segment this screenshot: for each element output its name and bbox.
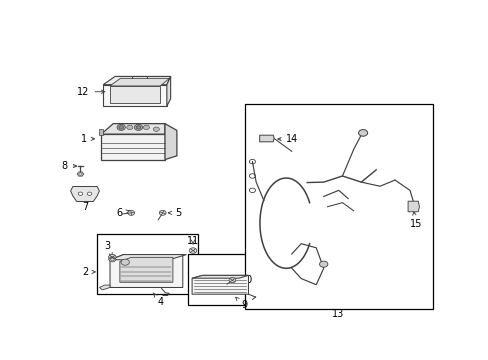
Polygon shape <box>166 76 170 106</box>
Text: 7: 7 <box>81 202 88 212</box>
Polygon shape <box>110 255 183 288</box>
Circle shape <box>159 210 166 215</box>
Polygon shape <box>101 134 164 159</box>
Circle shape <box>358 130 367 136</box>
Polygon shape <box>77 172 84 176</box>
Text: 13: 13 <box>331 309 343 319</box>
Text: 12: 12 <box>77 87 104 97</box>
Text: 3: 3 <box>104 240 112 256</box>
Polygon shape <box>101 123 164 134</box>
Circle shape <box>153 127 159 131</box>
Polygon shape <box>70 186 99 202</box>
Bar <box>244 104 432 309</box>
Circle shape <box>117 124 125 130</box>
Text: 14: 14 <box>277 134 298 144</box>
Circle shape <box>319 261 327 267</box>
Text: 2: 2 <box>82 267 95 277</box>
Polygon shape <box>103 76 170 85</box>
Polygon shape <box>407 201 419 212</box>
Circle shape <box>87 192 92 195</box>
Polygon shape <box>259 135 273 142</box>
Circle shape <box>78 192 82 195</box>
Circle shape <box>228 278 235 283</box>
Polygon shape <box>110 86 160 103</box>
Polygon shape <box>103 85 166 106</box>
Polygon shape <box>108 257 116 262</box>
Text: 4: 4 <box>153 293 163 307</box>
Text: 11: 11 <box>186 236 199 246</box>
Text: 10: 10 <box>235 275 253 285</box>
Polygon shape <box>110 78 169 86</box>
Circle shape <box>143 125 149 130</box>
Text: 9: 9 <box>235 297 247 310</box>
Bar <box>97 234 197 294</box>
Circle shape <box>189 248 196 253</box>
Polygon shape <box>192 275 248 294</box>
Bar <box>99 129 102 135</box>
Text: 8: 8 <box>61 161 77 171</box>
Circle shape <box>134 124 142 130</box>
Circle shape <box>136 126 141 129</box>
Circle shape <box>119 126 123 129</box>
Polygon shape <box>120 257 173 282</box>
Text: 15: 15 <box>408 212 421 229</box>
Text: 6: 6 <box>117 208 129 218</box>
Bar <box>188 254 269 305</box>
Circle shape <box>126 125 133 130</box>
Circle shape <box>108 255 116 260</box>
Polygon shape <box>99 285 110 290</box>
Polygon shape <box>164 123 177 159</box>
Polygon shape <box>110 255 186 260</box>
Circle shape <box>127 210 134 215</box>
Text: 5: 5 <box>168 208 181 218</box>
Circle shape <box>121 259 129 265</box>
Polygon shape <box>192 275 248 278</box>
Text: 1: 1 <box>81 134 94 144</box>
